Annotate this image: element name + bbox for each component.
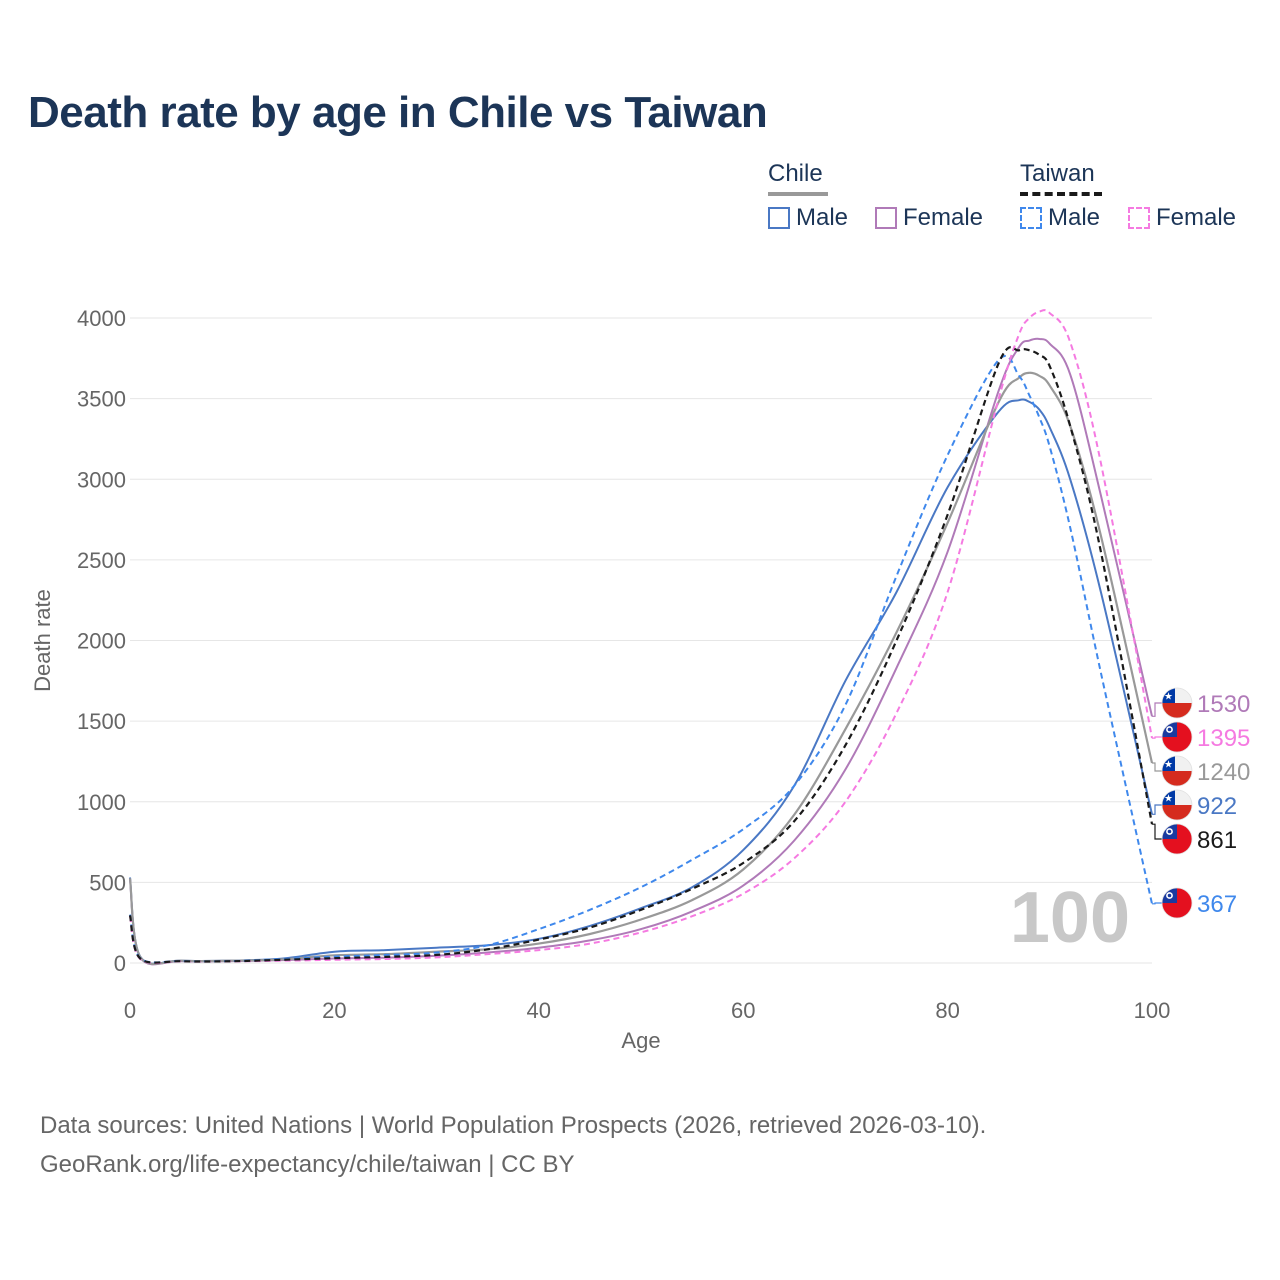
x-tick-label: 0 (124, 998, 136, 1023)
end-label-connector (1152, 762, 1163, 772)
chile-flag-icon: ★ (1161, 789, 1193, 821)
y-tick-label: 0 (114, 951, 126, 976)
legend-swatch-chile-male (768, 207, 790, 229)
y-tick-label: 2500 (77, 548, 126, 573)
x-tick-label: 20 (322, 998, 346, 1023)
legend-swatch-taiwan-female (1128, 207, 1150, 229)
x-tick-label: 80 (935, 998, 959, 1023)
y-axis-ticks: 0 500 1000 1500 2000 2500 3000 3500 4000 (77, 306, 126, 976)
taiwan-flag-icon (1161, 887, 1193, 919)
series-taiwan-female[interactable] (129, 309, 1153, 964)
chile-flag-icon: ★ (1161, 755, 1193, 787)
series-lines (128, 309, 1154, 966)
y-axis-label: Death rate (30, 589, 55, 692)
legend-item-chile-female[interactable]: Female (875, 204, 983, 232)
legend-item-taiwan-male[interactable]: Male (1020, 204, 1100, 232)
legend-item-chile-male[interactable]: Male (768, 204, 848, 232)
legend-group-taiwan[interactable]: Taiwan (1020, 160, 1095, 187)
end-label-taiwan-male: 367 (1197, 891, 1237, 918)
end-label-chile-female: 1530 (1197, 691, 1250, 718)
y-tick-label: 2000 (77, 629, 126, 654)
legend-label-taiwan-male: Male (1048, 204, 1101, 231)
end-label-connector (1152, 736, 1163, 739)
end-label-connector (1152, 823, 1163, 840)
legend-swatch-taiwan-male (1020, 207, 1042, 229)
y-tick-label: 1500 (77, 709, 126, 734)
taiwan-flag-icon (1161, 823, 1193, 855)
y-tick-label: 500 (89, 870, 126, 895)
svg-text:★: ★ (1164, 794, 1173, 805)
footer-link[interactable]: GeoRank.org/life-expectancy/chile/taiwan… (40, 1151, 575, 1178)
end-label-chile-male: 922 (1197, 793, 1237, 820)
end-label-connector (1152, 702, 1163, 717)
grid-lines (130, 317, 1152, 964)
y-tick-label: 3000 (77, 467, 126, 492)
svg-text:★: ★ (1164, 692, 1173, 703)
legend-group-chile-line (768, 192, 828, 196)
end-label-taiwan-total: 861 (1197, 827, 1237, 854)
footer-source: Data sources: United Nations | World Pop… (40, 1112, 987, 1139)
series-chile-female[interactable] (129, 337, 1153, 966)
big-year-label: 100 (1010, 878, 1130, 958)
x-tick-label: 100 (1134, 998, 1171, 1023)
taiwan-flag-icon (1161, 721, 1193, 753)
series-taiwan-total[interactable] (128, 346, 1154, 964)
legend-label-taiwan-female: Female (1156, 204, 1237, 231)
end-label-connector (1152, 804, 1163, 815)
x-axis-label: Age (621, 1028, 660, 1053)
legend-label-chile-female: Female (903, 204, 984, 231)
legend-swatch-chile-female (875, 207, 897, 229)
y-tick-label: 3500 (77, 387, 126, 412)
legend-group-taiwan-line (1020, 192, 1102, 196)
x-tick-label: 60 (731, 998, 755, 1023)
end-label-chile-total: 1240 (1197, 759, 1250, 786)
end-label-connector (1152, 902, 1163, 905)
x-tick-label: 40 (527, 998, 551, 1023)
y-tick-label: 4000 (77, 306, 126, 331)
end-labels: ★ 1530 1395 ★ 1240 ★ 922 861 367 (1152, 687, 1250, 919)
legend-label-chile-male: Male (796, 204, 849, 231)
series-chile-male[interactable] (129, 398, 1153, 965)
svg-text:★: ★ (1164, 760, 1173, 771)
series-taiwan-male[interactable] (129, 355, 1153, 964)
y-tick-label: 1000 (77, 790, 126, 815)
line-chart: 0 500 1000 1500 2000 2500 3000 3500 4000 0 20 40 60… (30, 306, 1250, 1053)
x-axis-ticks: 0 20 40 60 80 100 (124, 998, 1170, 1023)
legend-group-chile[interactable]: Chile (768, 160, 823, 187)
chile-flag-icon: ★ (1161, 687, 1193, 719)
page-title: Death rate by age in Chile vs Taiwan (28, 88, 768, 137)
series-chile-total[interactable] (128, 371, 1154, 966)
legend-item-taiwan-female[interactable]: Female (1128, 204, 1236, 232)
footer: Data sources: United Nations | World Pop… (40, 1106, 986, 1184)
end-label-taiwan-female: 1395 (1197, 725, 1250, 752)
